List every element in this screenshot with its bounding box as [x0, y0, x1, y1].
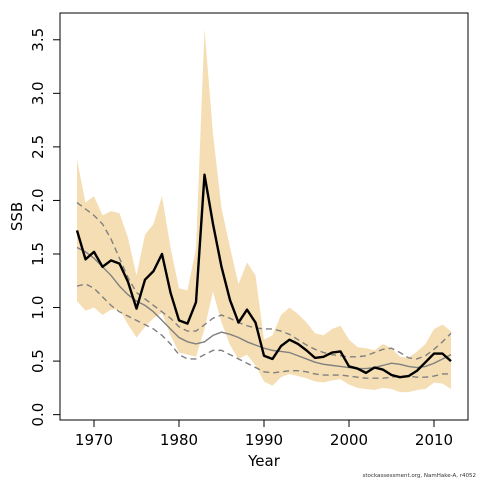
- x-tick-label: 1990: [245, 431, 283, 449]
- ssb-estimate-line: [75, 173, 452, 379]
- x-tick-label: 2010: [415, 431, 453, 449]
- plot-area: [75, 29, 452, 393]
- x-axis-title: Year: [247, 452, 281, 470]
- smooth-lower-line: [76, 283, 451, 379]
- y-tick-label: 2.5: [29, 135, 47, 159]
- x-tick-label: 2000: [330, 431, 368, 449]
- smooth-upper-line: [76, 202, 452, 360]
- y-tick-label: 2.0: [29, 189, 47, 213]
- y-tick-label: 1.5: [29, 242, 47, 266]
- y-tick-label: 1.0: [29, 296, 47, 320]
- x-axis: 1970 1980 1990 2000 2010: [75, 419, 453, 449]
- confidence-band: [77, 29, 451, 393]
- x-tick-label: 1970: [75, 431, 113, 449]
- y-tick-label: 3.5: [29, 28, 47, 52]
- x-tick-label: 1980: [160, 431, 198, 449]
- y-axis-title: SSB: [8, 202, 26, 231]
- y-tick-label: 3.0: [29, 81, 47, 105]
- y-tick-label: 0.5: [29, 349, 47, 373]
- y-axis: 0.0 0.5 1.0 1.5 2.0 2.5 3.0 3.5: [29, 28, 61, 427]
- y-tick-label: 0.0: [29, 403, 47, 427]
- credit-text: stockassessment.org, NamHake-A, r4052: [363, 473, 476, 479]
